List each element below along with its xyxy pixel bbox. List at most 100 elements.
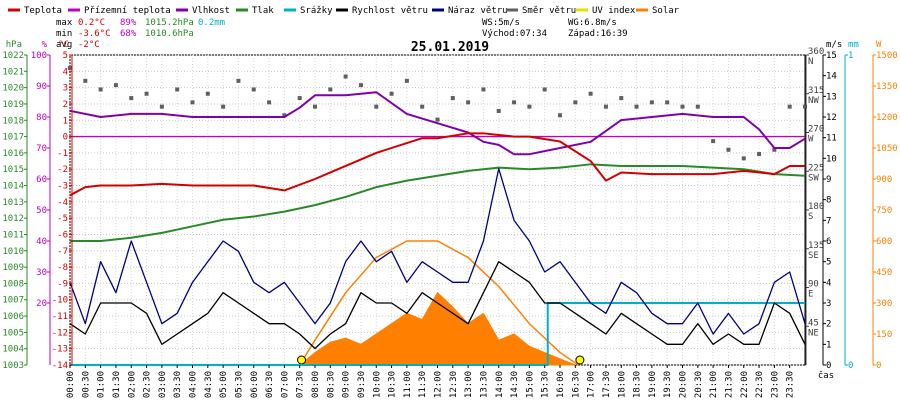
axis-tick-label-wind: 11 — [826, 134, 837, 144]
axis-tick-label-pressure: 1009 — [2, 263, 24, 273]
axis-tick-label-direction: 315 — [808, 86, 824, 96]
x-tick-label: 14:30 — [510, 371, 520, 398]
x-tick-label: 11:30 — [418, 371, 428, 398]
x-tick-label: 00:00 — [66, 371, 76, 398]
axis-tick-label-wind: 14 — [826, 72, 837, 82]
legend-label-7: Náraz větru — [448, 6, 508, 16]
wind-direction-point — [711, 139, 716, 144]
x-tick-label: 05:00 — [219, 371, 229, 398]
x-tick-label: 10:30 — [388, 371, 398, 398]
legend-label-1: Teplota — [24, 6, 62, 16]
axis-tick-dir-direction: N — [808, 57, 813, 67]
axis-tick-label-solar: 150 — [876, 330, 892, 340]
axis-tick-label-rain: 1 — [848, 51, 853, 61]
x-tick-label: 01:30 — [112, 371, 122, 398]
axis-tick-label-wind: 10 — [826, 154, 837, 164]
x-tick-label: 10:00 — [372, 371, 382, 398]
x-tick-label: 19:00 — [648, 371, 658, 398]
stats-wg: WG:6.8m/s — [568, 18, 617, 28]
x-tick-label: 20:30 — [694, 371, 704, 398]
axis-tick-label-temperature: -12 — [52, 328, 68, 338]
axis-tick-label-solar: 450 — [876, 268, 892, 278]
wind-direction-point — [649, 100, 654, 105]
axis-tick-label-pressure: 1022 — [2, 51, 24, 61]
x-tick-label: 13:30 — [479, 371, 489, 398]
axis-tick-label-solar: 1350 — [876, 82, 898, 92]
x-tick-label: 04:00 — [189, 371, 199, 398]
wind-direction-point — [450, 96, 455, 101]
axis-tick-label-pressure: 1018 — [2, 116, 24, 126]
axis-tick-label-solar: 1500 — [876, 51, 898, 61]
stats-min-temp: -3.6°C — [78, 29, 111, 39]
axis-tick-label-pressure: 1005 — [2, 328, 24, 338]
wind-direction-point — [542, 87, 547, 92]
wind-direction-point — [726, 147, 731, 152]
axis-unit-humidity: % — [42, 40, 48, 50]
axis-tick-label-humidity: 100 — [31, 51, 47, 61]
wind-direction-point — [695, 104, 700, 109]
axis-unit-temperature: °C — [58, 40, 69, 50]
series-line-teplota — [69, 132, 805, 197]
wind-direction-point — [83, 78, 88, 83]
wind-direction-point — [803, 104, 807, 109]
legend-label-8: Směr větru — [522, 6, 576, 16]
x-tick-label: 03:00 — [158, 371, 168, 398]
x-tick-label: 09:30 — [357, 371, 367, 398]
axis-tick-dir-direction: S — [808, 212, 813, 222]
axis-tick-label-humidity: 30 — [36, 268, 47, 278]
stats-min-label: min — [56, 29, 72, 39]
axis-tick-label-humidity: 40 — [36, 237, 47, 247]
legend-label-9: UV index — [592, 6, 636, 16]
x-tick-label: 17:30 — [602, 371, 612, 398]
legend-label-2: Přízemní teplota — [84, 6, 171, 16]
wind-direction-point — [374, 104, 379, 109]
axis-tick-label-temperature: -13 — [52, 345, 68, 355]
axis-tick-dir-direction: SW — [808, 173, 819, 183]
wind-direction-point — [221, 104, 226, 109]
x-tick-label: 08:30 — [326, 371, 336, 398]
wind-direction-point — [98, 87, 103, 92]
x-tick-label: 07:00 — [280, 371, 290, 398]
wind-direction-point — [68, 65, 72, 70]
x-tick-label: 13:00 — [464, 371, 474, 398]
axis-tick-label-pressure: 1017 — [2, 133, 24, 143]
axis-tick-label-temperature: 5 — [63, 51, 68, 61]
axis-tick-dir-direction: NW — [808, 96, 819, 106]
wind-direction-point — [573, 100, 578, 105]
axis-tick-label-humidity: 60 — [36, 175, 47, 185]
axis-tick-label-wind: 4 — [826, 278, 831, 288]
x-tick-label: 01:00 — [97, 371, 107, 398]
x-tick-label: 21:00 — [709, 371, 719, 398]
stats-max-label: max — [56, 18, 73, 28]
wind-direction-point — [741, 156, 746, 161]
wind-direction-point — [558, 113, 562, 118]
axis-tick-label-pressure: 1016 — [2, 149, 24, 159]
stats-max-hum: 89% — [120, 18, 137, 28]
axis-tick-label-temperature: 1 — [63, 116, 68, 126]
wind-direction-point — [680, 104, 685, 109]
x-tick-label: 06:00 — [250, 371, 260, 398]
axis-tick-label-pressure: 1007 — [2, 296, 24, 306]
axis-tick-label-solar: 750 — [876, 206, 892, 216]
legend: Teplota Přízemní teplota Vlhkost Tlak Srážky… — [8, 6, 680, 16]
axis-tick-label-humidity: 50 — [36, 206, 47, 216]
x-tick-label: 05:30 — [234, 371, 244, 398]
wind-direction-point — [282, 113, 287, 118]
axis-tick-label-wind: 12 — [826, 113, 837, 123]
x-tick-label: 23:30 — [786, 371, 796, 398]
series-line-náraz-větru — [69, 168, 806, 335]
wind-direction-point — [175, 87, 180, 92]
wind-direction-point — [481, 87, 486, 92]
axis-tick-label-temperature: -2 — [57, 165, 68, 175]
x-tick-label: 08:00 — [311, 371, 321, 398]
axis-tick-label-pressure: 1006 — [2, 312, 24, 322]
x-tick-label: 18:00 — [617, 371, 627, 398]
axis-tick-label-temperature: -9 — [57, 279, 68, 289]
axis-tick-label-wind: 5 — [826, 258, 831, 268]
wind-direction-point — [757, 152, 762, 157]
stats-avg-label: avg — [56, 40, 72, 50]
wind-direction-point — [527, 104, 532, 109]
stats-block: max 0.2°C 89% 1015.2hPa 0.2mm min -3.6°C… — [56, 18, 628, 50]
wind-direction-point — [159, 104, 164, 109]
x-tick-label: 07:30 — [296, 371, 306, 398]
